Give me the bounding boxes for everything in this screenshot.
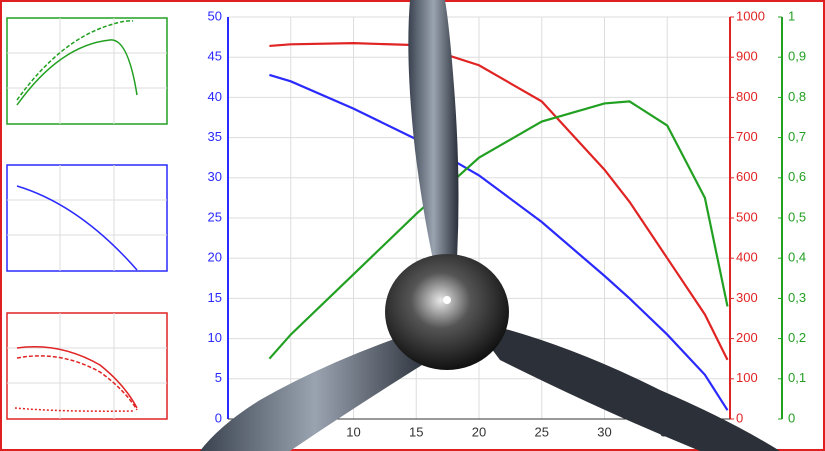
- chart: 0510152025303540051015202530354045500100…: [0, 0, 825, 451]
- x-tick-label: 30: [597, 424, 611, 439]
- y3-tick-label: 0,4: [788, 250, 806, 265]
- y2-tick-label: 100: [736, 370, 758, 385]
- y-tick-label: 15: [208, 290, 222, 305]
- mini-panel: [7, 165, 167, 271]
- y2-tick-label: 1000: [736, 8, 765, 23]
- y3-tick-label: 0,6: [788, 169, 806, 184]
- y-tick-label: 30: [208, 169, 222, 184]
- y2-tick-label: 400: [736, 250, 758, 265]
- y3-tick-label: 0,7: [788, 129, 806, 144]
- y3-tick-label: 0,2: [788, 330, 806, 345]
- y2-tick-label: 0: [736, 410, 743, 425]
- y-tick-label: 10: [208, 330, 222, 345]
- y2-tick-label: 300: [736, 290, 758, 305]
- y2-tick-label: 200: [736, 330, 758, 345]
- y3-tick-label: 0,5: [788, 209, 806, 224]
- y3-tick-label: 0,3: [788, 290, 806, 305]
- y3-tick-label: 1: [788, 8, 795, 23]
- y3-tick-label: 0,8: [788, 89, 806, 104]
- mini-panel: [7, 313, 167, 419]
- y-tick-label: 45: [208, 49, 222, 64]
- y3-tick-label: 0,9: [788, 49, 806, 64]
- x-tick-label: 20: [472, 424, 486, 439]
- y-tick-label: 40: [208, 89, 222, 104]
- y2-tick-label: 700: [736, 129, 758, 144]
- y-tick-label: 50: [208, 8, 222, 23]
- y-tick-label: 5: [215, 370, 222, 385]
- y2-tick-label: 500: [736, 209, 758, 224]
- x-tick-label: 25: [535, 424, 549, 439]
- x-tick-label: 10: [346, 424, 360, 439]
- y-tick-label: 0: [215, 410, 222, 425]
- x-tick-label: 15: [409, 424, 423, 439]
- y-tick-label: 25: [208, 209, 222, 224]
- y-tick-label: 20: [208, 250, 222, 265]
- mini-panels: [7, 18, 167, 419]
- y3-tick-label: 0: [788, 410, 795, 425]
- y3-tick-label: 0,1: [788, 370, 806, 385]
- y2-tick-label: 600: [736, 169, 758, 184]
- y-tick-label: 35: [208, 129, 222, 144]
- y2-tick-label: 800: [736, 89, 758, 104]
- y2-tick-label: 900: [736, 49, 758, 64]
